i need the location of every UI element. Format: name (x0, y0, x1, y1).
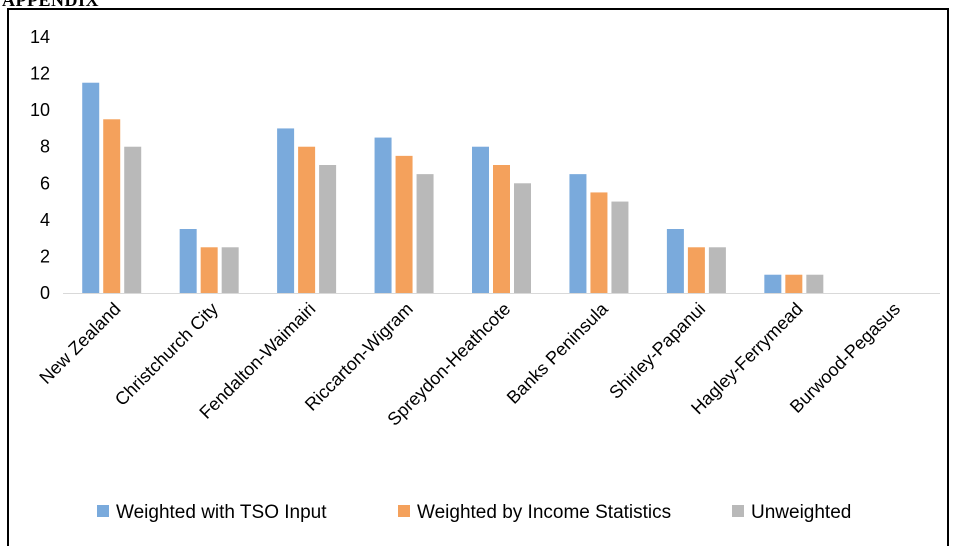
bar (764, 274, 782, 293)
y-tick-label: 4 (40, 210, 50, 230)
chart-frame (7, 8, 949, 546)
y-tick-label: 10 (30, 100, 50, 120)
x-category-label: Christchurch City (111, 299, 222, 410)
legend-label: Unweighted (751, 502, 851, 523)
legend-swatch (732, 505, 744, 517)
y-tick-label: 14 (30, 27, 50, 47)
legend-swatch (398, 505, 410, 517)
bar (611, 201, 629, 293)
x-category-label: Shirley-Papanui (605, 299, 709, 403)
bar (374, 137, 392, 293)
legend-swatch (97, 505, 109, 517)
y-tick-label: 2 (40, 246, 50, 266)
x-category-label: Banks Peninsula (503, 298, 613, 408)
x-category-label: New Zealand (35, 299, 124, 388)
bar (82, 82, 100, 293)
bar (103, 119, 121, 294)
bar (514, 183, 531, 293)
bar (687, 247, 705, 293)
bar (708, 247, 726, 293)
bar (179, 229, 197, 293)
y-axis-ticks: 0 2 4 6 8 10 12 14 (30, 27, 50, 303)
page-header: APPENDIX (2, 0, 99, 10)
bar (806, 274, 824, 293)
x-category-label: Riccarton-Wigram (301, 299, 417, 415)
bar (124, 146, 142, 293)
bar (298, 146, 316, 293)
bar (590, 192, 608, 293)
bar (200, 247, 218, 293)
y-tick-label: 6 (40, 173, 50, 193)
bar (666, 229, 684, 293)
legend: Weighted with TSO Input Weighted by Incom… (97, 502, 851, 523)
bar (277, 128, 295, 293)
bar (569, 174, 587, 293)
bar (221, 247, 239, 293)
x-category-label: Burwood-Pegasus (786, 299, 904, 417)
y-tick-label: 8 (40, 137, 50, 157)
bar (319, 165, 337, 293)
legend-label: Weighted with TSO Input (116, 502, 327, 523)
y-tick-label: 12 (30, 64, 50, 84)
bar (472, 146, 489, 293)
bars (82, 82, 824, 294)
y-tick-label: 0 (40, 283, 50, 303)
legend-label: Weighted by Income Statistics (417, 502, 671, 523)
bar (785, 274, 803, 293)
bar (416, 174, 434, 293)
bar (493, 165, 510, 293)
bar (395, 155, 413, 293)
